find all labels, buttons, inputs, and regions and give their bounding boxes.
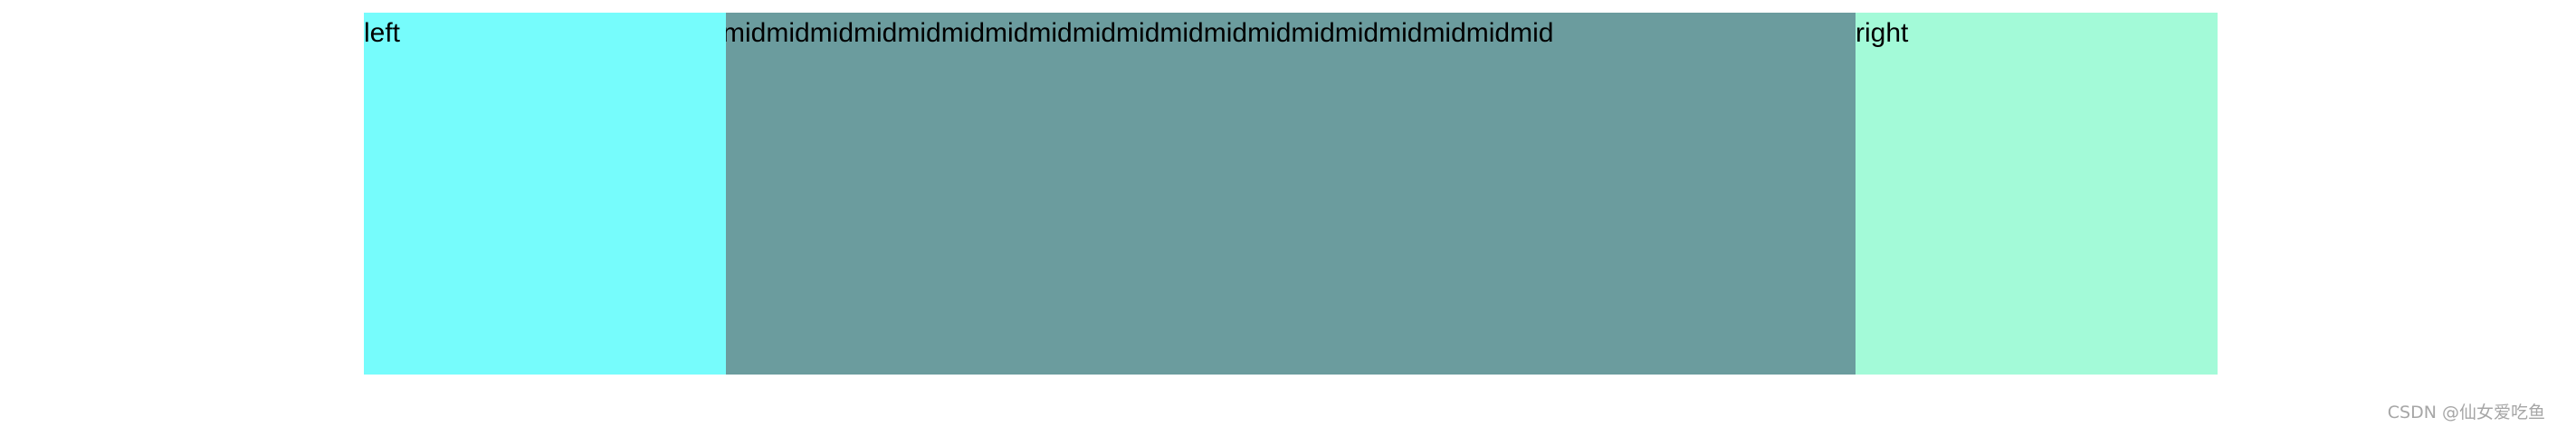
three-column-layout: left midmidmidmidmidmidmidmidmidmidmidmi… [364, 13, 2218, 375]
csdn-watermark: CSDN @仙女爱吃鱼 [2387, 403, 2545, 422]
mid-column-label: midmidmidmidmidmidmidmidmidmidmidmidmidm… [726, 18, 1554, 48]
left-column: left [364, 13, 726, 375]
left-column-label: left [364, 18, 401, 48]
right-column: right [1856, 13, 2218, 375]
mid-column: midmidmidmidmidmidmidmidmidmidmidmidmidm… [726, 13, 1856, 375]
right-column-label: right [1856, 18, 1909, 48]
